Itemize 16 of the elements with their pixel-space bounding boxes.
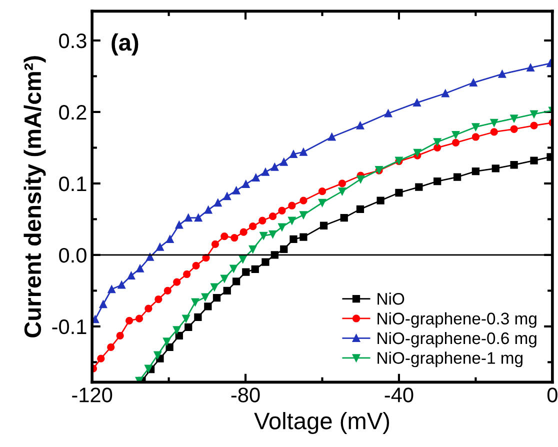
- y-tick-label: 0.1: [59, 176, 86, 192]
- y-tick-label: -0.1: [52, 319, 86, 334]
- y-tick-label: 0.0: [59, 248, 86, 263]
- x-axis-title: Voltage (mV): [254, 412, 390, 434]
- legend-label: NiO-graphene-0.6 mg: [378, 332, 536, 348]
- legend-label: NiO: [378, 292, 404, 305]
- annotation: (a): [112, 33, 138, 56]
- y-axis-title: Current density (mA/cm²): [24, 56, 46, 338]
- x-tick-label: -120: [72, 388, 112, 402]
- y-tick-label: 0.2: [59, 104, 86, 120]
- legend-label: NiO-graphene-1 mg: [378, 352, 522, 368]
- y-tick-label: 0.3: [59, 33, 86, 48]
- x-tick-label: -80: [231, 388, 260, 402]
- x-tick-label: 0: [547, 388, 558, 402]
- legend-label: NiO-graphene-0.3 mg: [378, 312, 536, 328]
- x-tick-label: -40: [384, 388, 414, 402]
